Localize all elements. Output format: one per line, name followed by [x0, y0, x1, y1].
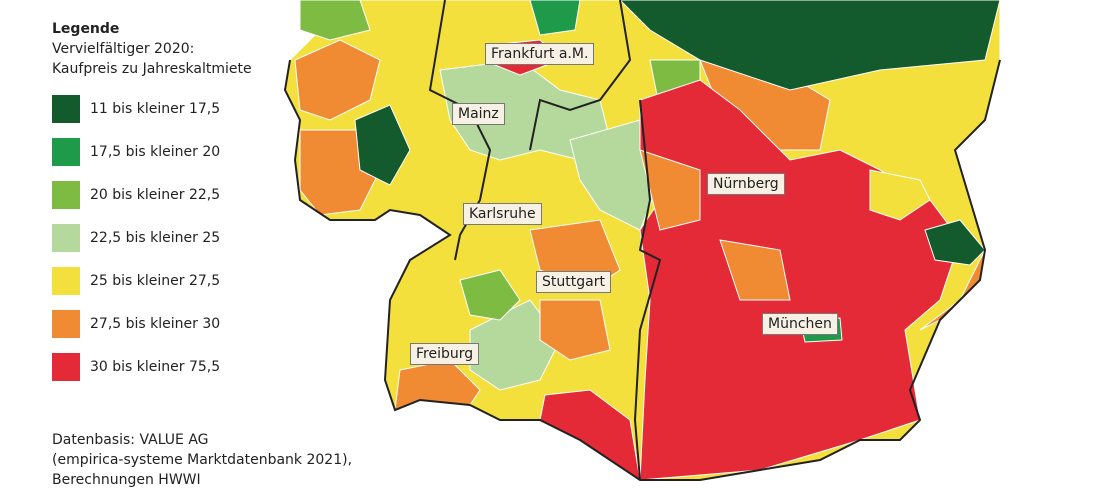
legend-label: 11 bis kleiner 17,5	[90, 101, 221, 117]
region	[869, 169, 931, 221]
legend-label: 27,5 bis kleiner 30	[90, 316, 221, 332]
legend-swatch	[52, 267, 80, 295]
city-label: Freiburg	[410, 343, 480, 365]
region	[719, 239, 791, 301]
region	[619, 0, 1001, 91]
legend-label: 30 bis kleiner 75,5	[90, 359, 221, 375]
state-border	[428, 0, 492, 261]
region	[299, 0, 371, 41]
region	[294, 39, 381, 121]
legend-swatch	[52, 224, 80, 252]
legend-swatch	[52, 95, 80, 123]
legend-label: 20 bis kleiner 22,5	[90, 187, 221, 203]
region	[529, 0, 581, 36]
legend-title: Legende	[52, 21, 120, 37]
legend-subtitle: Kaufpreis zu Jahreskaltmiete	[52, 61, 252, 77]
legend-label: 17,5 bis kleiner 20	[90, 144, 221, 160]
legend-label: 22,5 bis kleiner 25	[90, 230, 221, 246]
state-border	[633, 99, 662, 481]
city-label: München	[762, 313, 838, 335]
city-label: Stuttgart	[536, 271, 611, 293]
region	[459, 269, 521, 321]
city-label: Frankfurt a.M.	[485, 43, 595, 65]
region	[354, 104, 411, 186]
region	[639, 149, 701, 231]
city-label: Nürnberg	[707, 173, 785, 195]
legend-subtitle: Vervielfältiger 2020:	[52, 41, 195, 57]
source: (empirica-systeme Marktdatenbank 2021),	[52, 452, 353, 468]
city-label: Karlsruhe	[463, 203, 542, 225]
source: Datenbasis: VALUE AG	[52, 432, 209, 448]
region	[539, 299, 611, 361]
legend-swatch	[52, 310, 80, 338]
source: Berechnungen HWWI	[52, 472, 201, 488]
legend-swatch	[52, 138, 80, 166]
region	[924, 219, 986, 266]
state-border	[283, 59, 1001, 481]
legend-swatch	[52, 353, 80, 381]
legend-swatch	[52, 181, 80, 209]
state-border	[529, 0, 632, 151]
region	[469, 299, 561, 391]
legend-label: 25 bis kleiner 27,5	[90, 273, 221, 289]
city-label: Mainz	[452, 103, 505, 125]
